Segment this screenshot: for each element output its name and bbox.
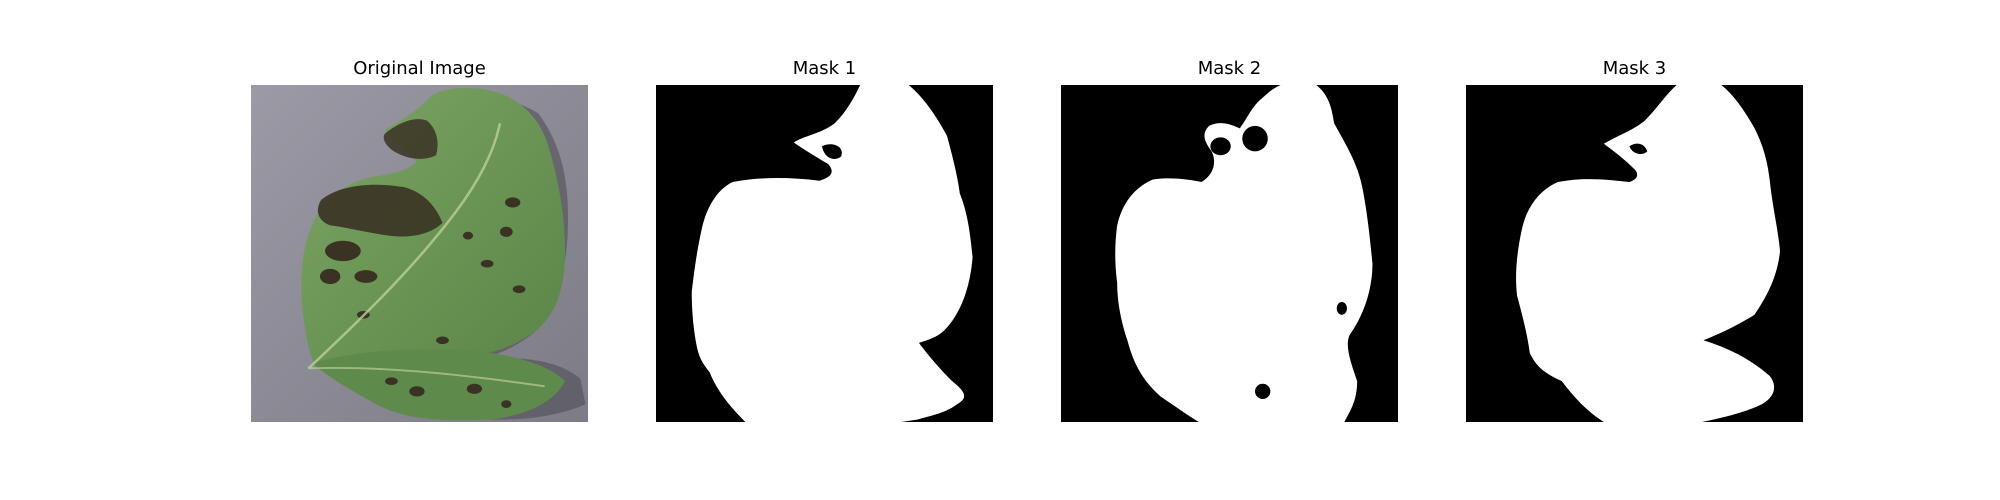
leaf-lesions	[317, 119, 526, 408]
leaf-photo	[251, 85, 588, 422]
mask-1-image	[656, 85, 993, 422]
mask-2-region	[1115, 85, 1373, 422]
mask-1-panel: Mask 1	[656, 56, 993, 425]
mask-3-panel: Mask 3	[1466, 56, 1803, 425]
mask-3-title: Mask 3	[1602, 58, 1667, 79]
original-image-title: Original Image	[353, 58, 486, 79]
mask-3-region	[1516, 85, 1781, 422]
mask-1-region	[691, 85, 973, 422]
leaf-midrib	[307, 123, 502, 370]
mask-3-image	[1466, 85, 1803, 422]
mask-2-title: Mask 2	[1197, 58, 1262, 79]
mask-1-title: Mask 1	[792, 58, 857, 79]
original-image-panel: Original Image	[251, 56, 588, 425]
mask-2-panel: Mask 2	[1061, 56, 1398, 425]
mask-2-image	[1061, 85, 1398, 422]
